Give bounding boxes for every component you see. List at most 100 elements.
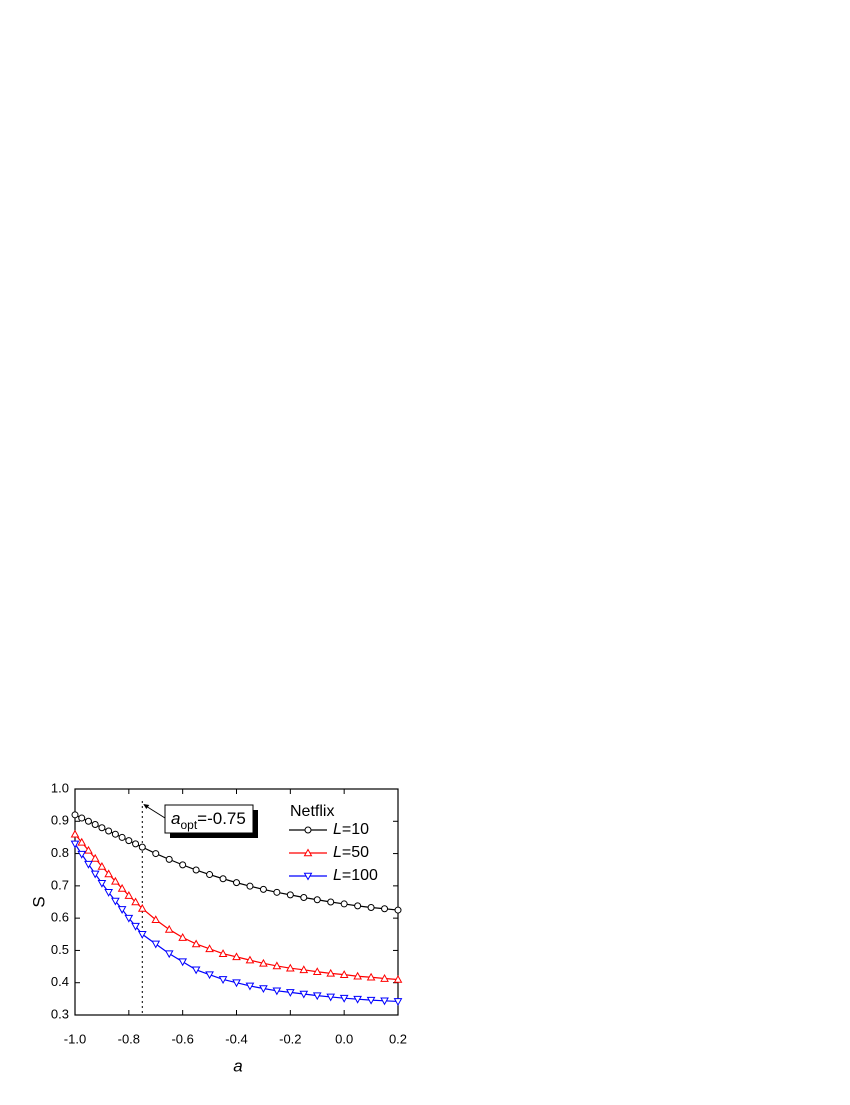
annotation-arrow	[144, 804, 166, 819]
marker	[381, 905, 389, 913]
marker	[393, 998, 403, 1006]
marker	[353, 995, 362, 1004]
annotation-text: aopt=-0.75	[171, 809, 246, 832]
marker	[152, 850, 160, 858]
y-tick-label: 0.8	[51, 845, 69, 860]
marker	[78, 814, 86, 822]
legend-label-italic: L	[333, 844, 342, 861]
marker	[125, 837, 133, 845]
legend-label-rest: =100	[342, 867, 378, 884]
marker	[245, 955, 255, 964]
marker	[71, 811, 79, 819]
marker	[192, 866, 200, 874]
marker	[124, 891, 134, 899]
annotation-box	[164, 804, 254, 834]
marker	[165, 855, 173, 863]
marker	[206, 871, 214, 879]
marker	[354, 902, 362, 910]
marker	[312, 992, 322, 1001]
annotation-symbol: a	[171, 809, 180, 828]
marker	[380, 997, 389, 1006]
marker	[98, 824, 106, 832]
marker	[111, 897, 120, 906]
x-tick-label: 0.0	[335, 1031, 353, 1046]
y-tick-label: 0.4	[51, 974, 69, 989]
marker	[366, 972, 376, 981]
marker	[131, 922, 140, 931]
marker	[272, 987, 282, 996]
marker	[205, 944, 214, 953]
y-tick-label: 0.3	[51, 1006, 69, 1021]
marker	[304, 826, 312, 834]
y-tick-label: 0.9	[51, 813, 69, 828]
marker	[327, 898, 335, 906]
annotation-arrowhead	[143, 804, 150, 809]
marker	[245, 982, 255, 991]
marker	[104, 869, 113, 878]
x-tick-label: -1.0	[64, 1031, 86, 1046]
legend-label: L=50	[333, 844, 369, 861]
marker	[273, 888, 281, 896]
marker	[164, 924, 174, 933]
marker	[303, 872, 313, 881]
marker	[105, 827, 113, 835]
y-axis-label: S	[29, 896, 48, 907]
marker	[366, 996, 376, 1005]
y-tick-label: 1.0	[51, 780, 69, 795]
x-tick-label: -0.8	[118, 1031, 140, 1046]
marker	[367, 903, 375, 911]
y-tick-label: 0.7	[51, 877, 69, 892]
marker	[393, 974, 403, 983]
marker	[380, 973, 389, 982]
marker	[326, 968, 336, 977]
marker	[259, 885, 267, 893]
marker	[124, 914, 134, 923]
marker	[191, 966, 201, 975]
marker	[138, 843, 146, 851]
marker	[340, 900, 348, 908]
marker	[219, 875, 227, 883]
marker	[131, 897, 140, 906]
marker	[218, 976, 228, 985]
y-tick-label: 0.6	[51, 910, 69, 925]
legend-label: L=100	[333, 867, 378, 884]
marker	[300, 893, 308, 901]
legend-label-rest: =50	[342, 844, 369, 861]
marker	[90, 870, 100, 879]
legend-title: Netflix	[290, 803, 334, 820]
x-axis-label: a	[233, 1056, 242, 1075]
marker	[259, 985, 268, 994]
marker	[353, 971, 362, 980]
marker	[233, 879, 240, 887]
marker	[164, 950, 174, 959]
marker	[339, 994, 349, 1003]
marker	[285, 989, 295, 997]
marker	[84, 860, 93, 869]
legend-label-italic: L	[333, 821, 342, 838]
marker	[299, 965, 309, 974]
marker	[137, 903, 147, 912]
marker	[111, 876, 120, 885]
marker	[246, 882, 254, 890]
annotation-value: =-0.75	[197, 809, 246, 828]
annotation-subscript: opt	[180, 818, 197, 832]
marker	[104, 889, 113, 897]
marker	[111, 830, 119, 838]
marker	[91, 821, 99, 829]
marker	[205, 971, 214, 980]
marker	[151, 915, 161, 924]
marker	[285, 963, 295, 972]
marker	[117, 906, 127, 914]
marker	[272, 961, 282, 970]
marker	[70, 829, 80, 838]
marker	[97, 861, 107, 870]
marker	[286, 891, 294, 899]
marker	[312, 967, 322, 976]
marker	[132, 840, 140, 848]
marker	[313, 896, 321, 904]
marker	[191, 939, 201, 948]
marker	[218, 949, 228, 957]
marker	[232, 952, 241, 961]
legend-label-rest: =10	[342, 821, 369, 838]
